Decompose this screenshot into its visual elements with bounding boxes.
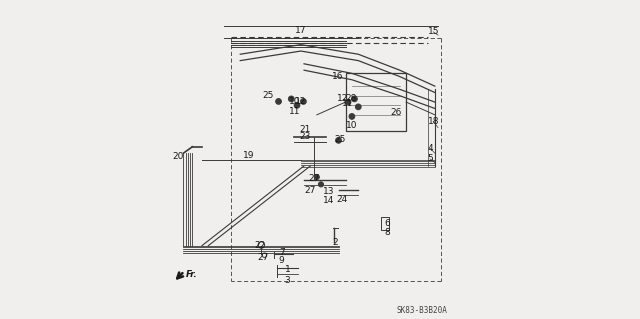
Text: 11: 11 xyxy=(342,99,354,108)
Text: SK83-B3B20A: SK83-B3B20A xyxy=(397,306,447,315)
Text: 8: 8 xyxy=(384,228,390,237)
Text: 7: 7 xyxy=(279,248,285,256)
Text: 15: 15 xyxy=(428,27,439,36)
Text: 14: 14 xyxy=(323,196,335,205)
Text: 5: 5 xyxy=(427,154,433,163)
Circle shape xyxy=(351,96,357,102)
Text: 26: 26 xyxy=(390,108,402,117)
Text: 17: 17 xyxy=(295,26,307,35)
Circle shape xyxy=(319,182,323,187)
Text: 16: 16 xyxy=(332,72,343,81)
Text: 10: 10 xyxy=(346,121,358,130)
Circle shape xyxy=(314,174,319,180)
Circle shape xyxy=(355,104,361,110)
Text: 24: 24 xyxy=(337,195,348,204)
Text: 10: 10 xyxy=(289,97,300,106)
Text: 2: 2 xyxy=(333,238,338,247)
Circle shape xyxy=(345,99,351,105)
Circle shape xyxy=(301,99,307,104)
Text: 27: 27 xyxy=(308,174,319,183)
Text: 25: 25 xyxy=(334,135,346,144)
Text: 4: 4 xyxy=(428,144,433,153)
Bar xyxy=(381,217,389,230)
Text: 20: 20 xyxy=(172,152,184,161)
Text: 21: 21 xyxy=(299,125,310,134)
Text: 6: 6 xyxy=(384,219,390,228)
Text: 23: 23 xyxy=(299,132,310,141)
Text: 12: 12 xyxy=(337,94,349,103)
Text: 27: 27 xyxy=(304,186,316,195)
Circle shape xyxy=(289,96,294,102)
Circle shape xyxy=(294,102,300,108)
Text: 27: 27 xyxy=(257,253,269,262)
Text: 22: 22 xyxy=(255,241,266,250)
Text: 1: 1 xyxy=(285,265,291,274)
Text: 3: 3 xyxy=(285,276,291,285)
Text: 11: 11 xyxy=(289,107,300,115)
Circle shape xyxy=(276,99,282,104)
Text: 25: 25 xyxy=(262,91,274,100)
Text: Fr.: Fr. xyxy=(186,270,197,278)
Text: 19: 19 xyxy=(243,151,254,160)
Text: 13: 13 xyxy=(323,187,335,196)
Text: 12: 12 xyxy=(295,97,307,106)
Text: 18: 18 xyxy=(428,117,439,126)
Circle shape xyxy=(335,137,341,143)
Circle shape xyxy=(349,114,355,119)
Text: 9: 9 xyxy=(279,256,285,265)
Text: 28: 28 xyxy=(346,94,357,103)
